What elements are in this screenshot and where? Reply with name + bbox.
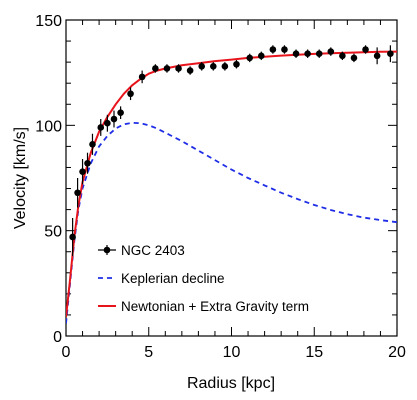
data-point bbox=[362, 46, 369, 53]
data-point bbox=[221, 63, 229, 70]
series-lines bbox=[66, 50, 397, 324]
data-point bbox=[138, 73, 146, 81]
data-point bbox=[233, 60, 240, 68]
x-tick-label: 20 bbox=[388, 344, 406, 361]
data-point bbox=[292, 50, 300, 58]
y-tick-label: 0 bbox=[53, 329, 62, 346]
data-point bbox=[269, 46, 277, 53]
data-point bbox=[163, 65, 171, 72]
legend-entry-label: NGC 2403 bbox=[121, 243, 185, 258]
data-point bbox=[373, 52, 381, 60]
x-tick-label: 10 bbox=[223, 344, 241, 361]
data-point bbox=[117, 109, 124, 116]
series-points bbox=[69, 45, 394, 256]
x-tick-label: 15 bbox=[305, 344, 323, 361]
data-point bbox=[74, 189, 81, 197]
legend-marker-point bbox=[103, 246, 111, 254]
data-point bbox=[104, 119, 111, 127]
data-point bbox=[152, 65, 159, 72]
plot-frame bbox=[65, 19, 398, 337]
y-tick-label: 50 bbox=[44, 224, 62, 241]
data-point bbox=[304, 50, 311, 58]
data-point bbox=[387, 50, 394, 58]
x-tick-label: 5 bbox=[144, 344, 153, 361]
data-point bbox=[69, 233, 76, 241]
y-tick-label: 150 bbox=[35, 13, 62, 30]
data-point bbox=[175, 65, 182, 72]
data-point bbox=[327, 48, 335, 55]
data-point bbox=[281, 46, 288, 53]
data-point bbox=[198, 63, 206, 70]
axis-ticks bbox=[65, 19, 398, 337]
x-axis-label: Radius [kpc] bbox=[187, 375, 275, 392]
legend: NGC 2403 Keplerian decline Newtonian + Ext… bbox=[98, 243, 309, 314]
data-point bbox=[257, 52, 265, 60]
data-point bbox=[127, 90, 134, 98]
data-point bbox=[89, 140, 96, 148]
data-point bbox=[339, 52, 346, 60]
data-point bbox=[110, 115, 118, 123]
x-tick-label: 0 bbox=[62, 344, 71, 361]
y-tick-label: 100 bbox=[35, 118, 62, 135]
data-point bbox=[246, 54, 254, 62]
keplerian-line bbox=[66, 121, 397, 324]
data-point bbox=[97, 124, 105, 131]
axes-frame bbox=[65, 19, 398, 337]
extra-gravity-line bbox=[66, 50, 397, 318]
data-point bbox=[209, 63, 217, 70]
data-point bbox=[79, 168, 86, 175]
tick-labels: 0 5 10 15 20 0 50 100 150 bbox=[35, 13, 406, 361]
y-axis-label: Velocity [km/s] bbox=[12, 127, 29, 229]
data-point bbox=[350, 54, 358, 62]
data-point bbox=[84, 159, 91, 167]
legend-entry-label: Newtonian + Extra Gravity term bbox=[121, 299, 309, 314]
data-point bbox=[315, 50, 323, 58]
data-point bbox=[186, 67, 194, 74]
legend-entry-label: Keplerian decline bbox=[121, 271, 225, 286]
